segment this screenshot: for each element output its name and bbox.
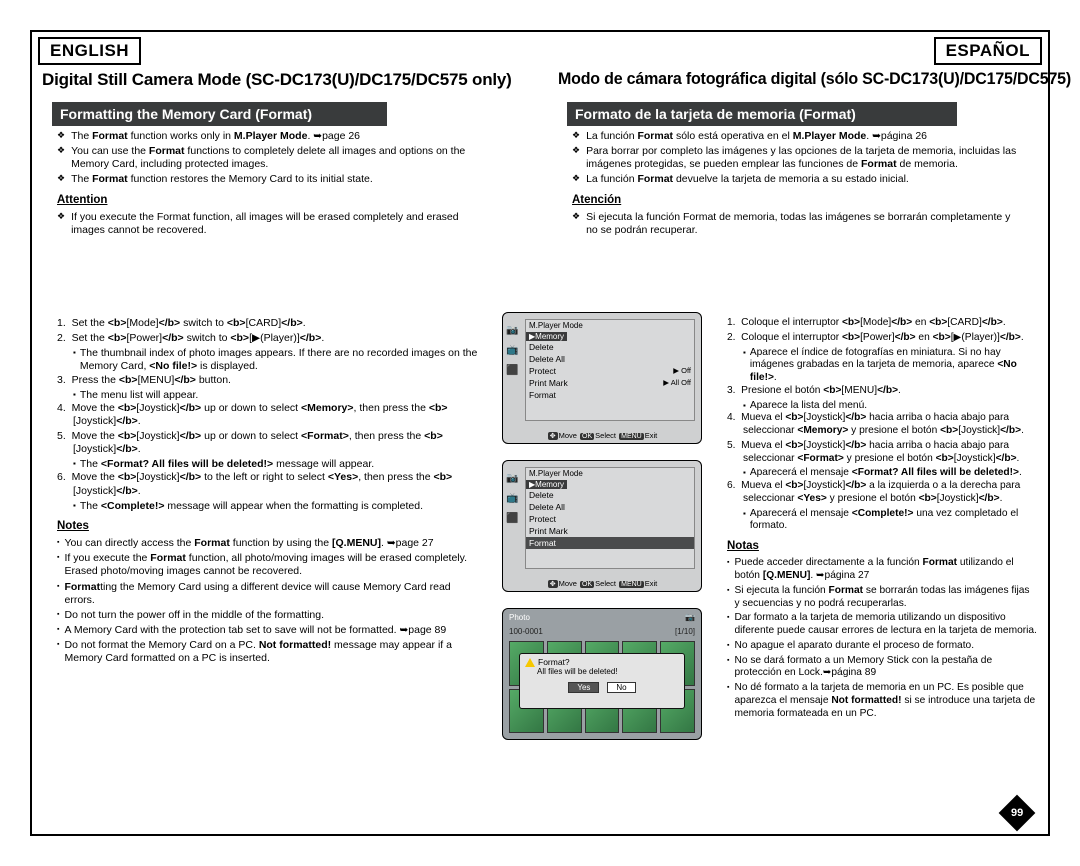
bullet-item: ❖Para borrar por completo las imágenes y… bbox=[572, 145, 1022, 171]
note-item: ▪Do not turn the power off in the middle… bbox=[57, 609, 482, 622]
header-row: ENGLISH ESPAÑOL bbox=[32, 37, 1048, 65]
menu-item: Delete All bbox=[526, 353, 694, 365]
bullet-item: ❖You can use the Format functions to com… bbox=[57, 145, 482, 171]
shot6-no-btn: No bbox=[607, 682, 635, 693]
shot6-yes-btn: Yes bbox=[568, 682, 599, 693]
bullet-item: ❖La función Format devuelve la tarjeta d… bbox=[572, 173, 1022, 186]
note-item: ▪If you execute the Format function, all… bbox=[57, 552, 482, 578]
note-item: ▪No se dará formato a un Memory Stick co… bbox=[727, 655, 1037, 681]
note-item: ▪You can directly access the Format func… bbox=[57, 537, 482, 550]
note-item: ▪Do not format the Memory Card on a PC. … bbox=[57, 639, 482, 665]
bullet-item: ❖The Format function restores the Memory… bbox=[57, 173, 482, 186]
step-item: 5. Move the <b>[Joystick]</b> up or down… bbox=[57, 430, 482, 456]
menu-item: Delete All bbox=[526, 501, 694, 513]
step-sub: ▪Aparecerá el mensaje <Complete!> una ve… bbox=[743, 508, 1037, 534]
section-heading-es: Formato de la tarjeta de memoria (Format… bbox=[567, 102, 957, 126]
title-row: Digital Still Camera Mode (SC-DC173(U)/D… bbox=[32, 70, 1048, 100]
lcd-shot-4: 4 📷📺⬛ M.Player Mode ▶Memory DeleteDelete… bbox=[502, 312, 702, 444]
section-heading-en: Formatting the Memory Card (Format) bbox=[52, 102, 387, 126]
menu-item: Delete bbox=[526, 341, 694, 353]
lcd-shot-5: 5 📷📺⬛ M.Player Mode ▶Memory DeleteDelete… bbox=[502, 460, 702, 592]
attention-en-head: Attention bbox=[57, 193, 482, 207]
attention-es-head: Atención bbox=[572, 193, 1022, 207]
shot4-menu-title: M.Player Mode bbox=[526, 320, 694, 331]
step-sub: ▪The <Complete!> message will appear whe… bbox=[73, 500, 482, 513]
shot4-bottom-bar: ✥Move OKSelect MENUExit bbox=[503, 431, 701, 440]
col-en-steps: 1. Set the <b>[Mode]</b> switch to <b>[C… bbox=[57, 317, 482, 667]
note-item: ▪Formatting the Memory Card using a diff… bbox=[57, 581, 482, 607]
attention-es-text: ❖Si ejecuta la función Format de memoria… bbox=[572, 211, 1022, 237]
step-item: 4. Mueva el <b>[Joystick]</b> hacia arri… bbox=[727, 412, 1037, 438]
lang-spanish-box: ESPAÑOL bbox=[934, 37, 1042, 65]
shot5-menu-tab: ▶Memory bbox=[526, 480, 567, 489]
step-sub: ▪Aparece el índice de fotografías en min… bbox=[743, 347, 1037, 385]
menu-item: Print Mark▶ All Off bbox=[526, 377, 694, 389]
step-item: 2. Coloque el interruptor <b>[Power]</b>… bbox=[727, 332, 1037, 345]
title-es: Modo de cámara fotográfica digital (sólo… bbox=[558, 70, 1071, 89]
step-sub: ▪Aparece la lista del menú. bbox=[743, 400, 1037, 413]
step-item: 3. Press the <b>[MENU]</b> button. bbox=[57, 374, 482, 387]
lcd-screenshots: 4 📷📺⬛ M.Player Mode ▶Memory DeleteDelete… bbox=[484, 312, 704, 756]
menu-item: Protect▶ Off bbox=[526, 365, 694, 377]
note-item: ▪No apague el aparato durante el proceso… bbox=[727, 640, 1037, 653]
menu-item: Protect bbox=[526, 513, 694, 525]
note-item: ▪Puede acceder directamente a la función… bbox=[727, 557, 1037, 583]
page-number: 99 bbox=[999, 795, 1036, 832]
step-sub: ▪The <Format? All files will be deleted!… bbox=[73, 458, 482, 471]
note-item: ▪Dar formato a la tarjeta de memoria uti… bbox=[727, 612, 1037, 638]
shot6-dialog: Format? All files will be deleted! Yes N… bbox=[519, 653, 685, 709]
col-es-top: ❖La función Format sólo está operativa e… bbox=[572, 130, 1022, 239]
note-item: ▪No dé formato a la tarjeta de memoria e… bbox=[727, 682, 1037, 720]
title-en: Digital Still Camera Mode (SC-DC173(U)/D… bbox=[42, 70, 512, 90]
step-item: 5. Mueva el <b>[Joystick]</b> hacia arri… bbox=[727, 440, 1037, 466]
col-es-steps: 1. Coloque el interruptor <b>[Mode]</b> … bbox=[727, 317, 1037, 722]
camera-icon: 📷 bbox=[685, 613, 695, 622]
shot5-bottom-bar: ✥Move OKSelect MENUExit bbox=[503, 579, 701, 588]
shot4-menu-tab: ▶Memory bbox=[526, 332, 567, 341]
shot5-side-icons: 📷📺⬛ bbox=[506, 469, 518, 529]
step-item: 1. Coloque el interruptor <b>[Mode]</b> … bbox=[727, 317, 1037, 330]
notes-es-head: Notas bbox=[727, 539, 1037, 553]
notes-en-head: Notes bbox=[57, 519, 482, 533]
menu-item: Format bbox=[526, 389, 694, 401]
shot6-dialog-msg: All files will be deleted! bbox=[537, 667, 679, 676]
step-sub: ▪The thumbnail index of photo images app… bbox=[73, 347, 482, 373]
shot6-mode-label: Photo bbox=[509, 613, 530, 622]
col-en-top: ❖The Format function works only in M.Pla… bbox=[57, 130, 482, 239]
shot6-folder: 100-0001 bbox=[509, 627, 543, 636]
shot4-side-icons: 📷📺⬛ bbox=[506, 321, 518, 381]
menu-item: Delete bbox=[526, 489, 694, 501]
step-item: 6. Mueva el <b>[Joystick]</b> a la izqui… bbox=[727, 480, 1037, 506]
note-item: ▪A Memory Card with the protection tab s… bbox=[57, 624, 482, 637]
shot5-menu-title: M.Player Mode bbox=[526, 468, 694, 479]
shot6-count: [1/10] bbox=[675, 627, 695, 636]
manual-page: ENGLISH ESPAÑOL Digital Still Camera Mod… bbox=[30, 30, 1050, 836]
menu-item: Format bbox=[526, 537, 694, 549]
shot6-dialog-title: Format? bbox=[538, 657, 570, 667]
note-item: ▪Si ejecuta la función Format se borrará… bbox=[727, 585, 1037, 611]
menu-item: Print Mark bbox=[526, 525, 694, 537]
step-sub: ▪The menu list will appear. bbox=[73, 389, 482, 402]
step-item: 1. Set the <b>[Mode]</b> switch to <b>[C… bbox=[57, 317, 482, 330]
step-item: 4. Move the <b>[Joystick]</b> up or down… bbox=[57, 402, 482, 428]
step-item: 2. Set the <b>[Power]</b> switch to <b>[… bbox=[57, 332, 482, 345]
lang-english-box: ENGLISH bbox=[38, 37, 141, 65]
attention-en-text: ❖If you execute the Format function, all… bbox=[57, 211, 482, 237]
warning-icon bbox=[525, 658, 535, 667]
step-sub: ▪Aparecerá el mensaje <Format? All files… bbox=[743, 467, 1037, 480]
step-item: 6. Move the <b>[Joystick]</b> to the lef… bbox=[57, 471, 482, 497]
lcd-shot-6: 6 Photo 📷 100-0001 [1/10] Format? All fi… bbox=[502, 608, 702, 740]
bullet-item: ❖La función Format sólo está operativa e… bbox=[572, 130, 1022, 143]
step-item: 3. Presione el botón <b>[MENU]</b>. bbox=[727, 385, 1037, 398]
bullet-item: ❖The Format function works only in M.Pla… bbox=[57, 130, 482, 143]
